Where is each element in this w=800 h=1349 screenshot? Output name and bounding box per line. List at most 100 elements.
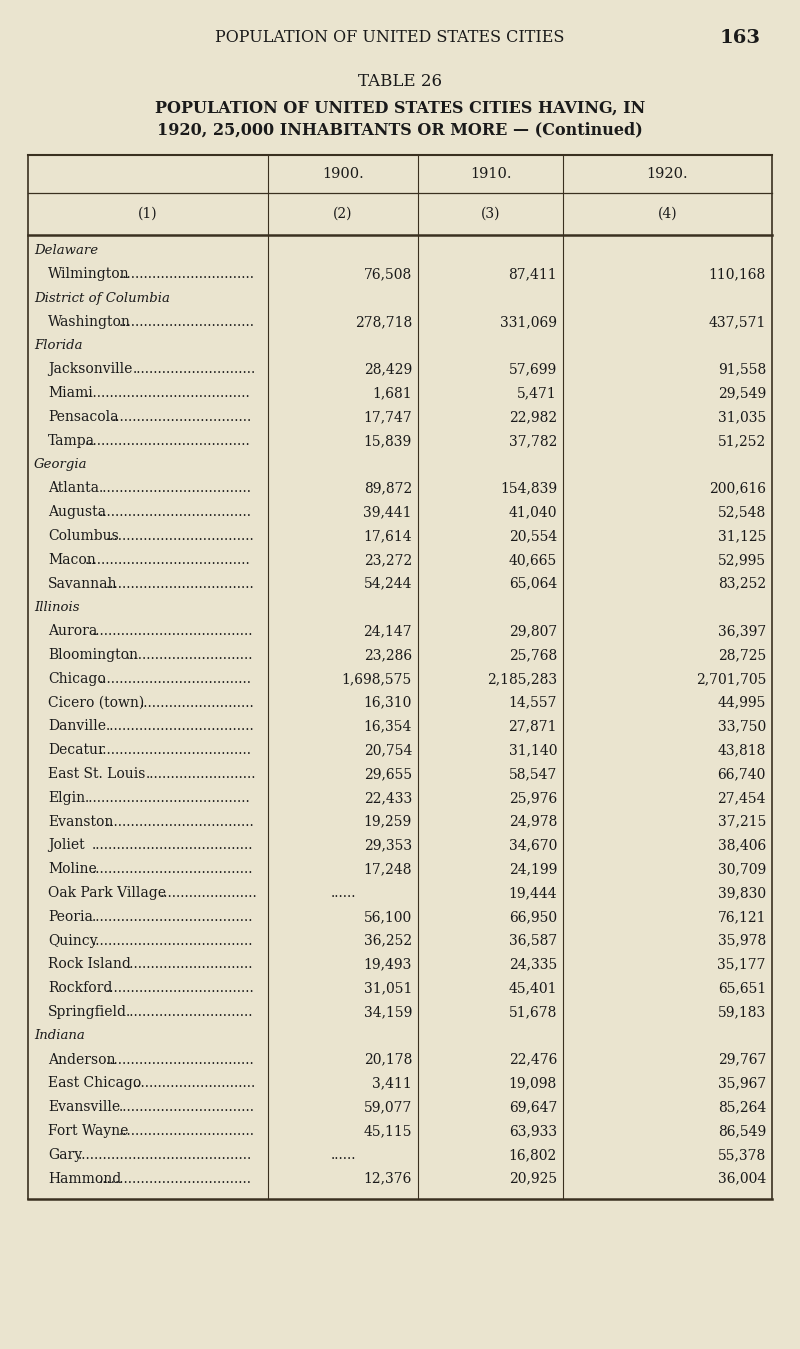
Text: Elgin: Elgin [48,791,85,805]
Text: 37,215: 37,215 [718,815,766,828]
Text: 66,740: 66,740 [718,768,766,781]
Text: 22,433: 22,433 [364,791,412,805]
Text: 37,782: 37,782 [509,434,557,448]
Text: 17,614: 17,614 [363,529,412,544]
Text: 12,376: 12,376 [364,1172,412,1186]
Text: .........................................: ........................................… [78,1148,253,1161]
Text: 24,978: 24,978 [509,815,557,828]
Text: 57,699: 57,699 [509,363,557,376]
Text: ......: ...... [330,1148,356,1161]
Text: Columbus: Columbus [48,529,118,544]
Text: 20,554: 20,554 [509,529,557,544]
Text: .............................: ............................. [133,1077,256,1090]
Text: ................................: ................................ [119,267,255,282]
Text: (3): (3) [481,206,500,221]
Text: 1,681: 1,681 [372,386,412,401]
Text: 5,471: 5,471 [518,386,557,401]
Text: 51,678: 51,678 [509,1005,557,1018]
Text: 29,767: 29,767 [718,1052,766,1067]
Text: ...........................: ........................... [139,696,254,710]
Text: Evanston: Evanston [48,815,114,828]
Text: 110,168: 110,168 [709,267,766,282]
Text: Chicago: Chicago [48,672,106,685]
Text: Georgia: Georgia [34,459,87,471]
Text: 20,925: 20,925 [509,1172,557,1186]
Text: Wilmington: Wilmington [48,267,130,282]
Text: (2): (2) [334,206,353,221]
Text: ...................................: ................................... [106,981,254,996]
Text: Evansville: Evansville [48,1101,120,1114]
Text: 331,069: 331,069 [500,314,557,329]
Text: 3,411: 3,411 [372,1077,412,1090]
Text: 31,035: 31,035 [718,410,766,424]
Text: Hammond: Hammond [48,1172,122,1186]
Text: 20,754: 20,754 [364,743,412,757]
Text: Cicero (town): Cicero (town) [48,696,144,710]
Text: ....................................: .................................... [98,743,251,757]
Text: ...................................: ................................... [106,815,254,828]
Text: 36,587: 36,587 [509,934,557,947]
Text: 66,950: 66,950 [509,909,557,924]
Text: Illinois: Illinois [34,600,79,614]
Text: 52,548: 52,548 [718,506,766,519]
Text: 25,768: 25,768 [509,648,557,662]
Text: ......................................: ...................................... [92,909,254,924]
Text: 163: 163 [719,28,761,47]
Text: .......................................: ....................................... [85,434,250,448]
Text: 22,982: 22,982 [509,410,557,424]
Text: 31,051: 31,051 [364,981,412,996]
Text: POPULATION OF UNITED STATES CITIES HAVING, IN: POPULATION OF UNITED STATES CITIES HAVIN… [155,100,645,116]
Text: .......................................: ....................................... [85,791,250,805]
Text: 1,698,575: 1,698,575 [342,672,412,685]
Text: 59,077: 59,077 [364,1101,412,1114]
Text: 24,199: 24,199 [509,862,557,877]
Text: 23,286: 23,286 [364,648,412,662]
Text: 36,397: 36,397 [718,625,766,638]
Text: 76,508: 76,508 [364,267,412,282]
Text: 278,718: 278,718 [354,314,412,329]
Text: Decatur: Decatur [48,743,105,757]
Text: 19,444: 19,444 [508,886,557,900]
Text: 19,259: 19,259 [364,815,412,828]
Text: 41,040: 41,040 [509,506,557,519]
Text: 55,378: 55,378 [718,1148,766,1161]
Text: ......................................: ...................................... [92,625,254,638]
Text: Savannah: Savannah [48,576,118,591]
Text: TABLE 26: TABLE 26 [358,73,442,90]
Text: 29,353: 29,353 [364,839,412,853]
Text: Miami: Miami [48,386,93,401]
Text: Tampa: Tampa [48,434,95,448]
Text: 17,248: 17,248 [363,862,412,877]
Text: 34,670: 34,670 [509,839,557,853]
Text: Quincy: Quincy [48,934,98,947]
Text: POPULATION OF UNITED STATES CITIES: POPULATION OF UNITED STATES CITIES [215,30,565,46]
Text: East St. Louis: East St. Louis [48,768,146,781]
Text: ...................................: ................................... [106,529,254,544]
Text: 1920, 25,000 INHABITANTS OR MORE — (Continued): 1920, 25,000 INHABITANTS OR MORE — (Cont… [157,121,643,139]
Text: 45,401: 45,401 [509,981,557,996]
Text: East Chicago: East Chicago [48,1077,142,1090]
Text: 45,115: 45,115 [363,1124,412,1139]
Text: 30,709: 30,709 [718,862,766,877]
Text: ......................................: ...................................... [92,839,254,853]
Text: .......................: ....................... [160,886,258,900]
Text: 24,147: 24,147 [363,625,412,638]
Text: 25,976: 25,976 [509,791,557,805]
Text: .................................: ................................. [112,410,253,424]
Text: ...................................: ................................... [106,576,254,591]
Text: 2,185,283: 2,185,283 [487,672,557,685]
Text: Augusta: Augusta [48,506,106,519]
Text: 154,839: 154,839 [500,482,557,495]
Text: ......: ...... [330,886,356,900]
Text: 29,807: 29,807 [509,625,557,638]
Text: 1910.: 1910. [470,167,511,181]
Text: 28,429: 28,429 [364,363,412,376]
Text: Peoria: Peoria [48,909,93,924]
Text: 34,159: 34,159 [364,1005,412,1018]
Text: 65,651: 65,651 [718,981,766,996]
Text: Oak Park Village: Oak Park Village [48,886,166,900]
Text: Rockford: Rockford [48,981,112,996]
Text: 14,557: 14,557 [509,696,557,710]
Text: 31,125: 31,125 [718,529,766,544]
Text: 16,354: 16,354 [364,719,412,734]
